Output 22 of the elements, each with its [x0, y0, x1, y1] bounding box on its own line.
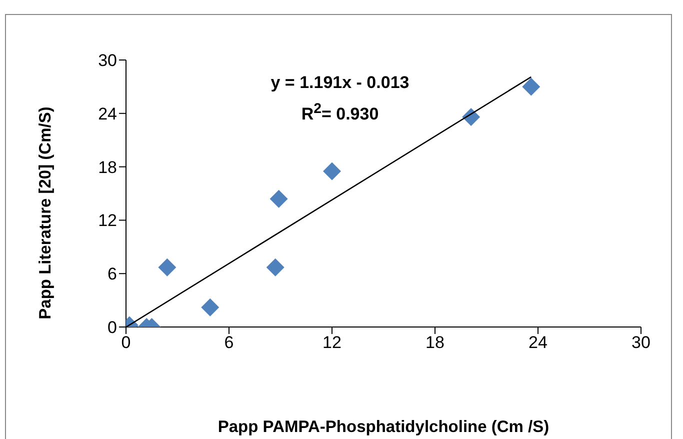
point	[522, 78, 540, 96]
y-tick-label: 30	[98, 51, 117, 70]
annotation: y = 1.191x - 0.013	[270, 73, 410, 93]
annotation: R$^{2}$= 0.930	[300, 101, 380, 125]
point	[201, 298, 220, 316]
y-tick-label: 24	[98, 104, 117, 124]
point	[323, 162, 341, 180]
y-tick-label: 6	[108, 264, 117, 284]
y-tick-label: 18	[98, 158, 117, 177]
point	[266, 258, 284, 276]
y-tick-label: 12	[98, 211, 117, 230]
point	[270, 190, 288, 208]
x-tick-label: 30	[632, 333, 650, 352]
point	[158, 258, 176, 276]
x-tick-label: 18	[426, 333, 444, 352]
y-axis-title: Papp Literature [20] (Cm/S)	[36, 106, 56, 320]
x-tick-label: 0	[121, 333, 131, 352]
x-tick-label: 6	[224, 333, 234, 352]
x-axis-title: Papp PAMPA-Phosphatidylcholine (Cm /S)	[216, 418, 550, 437]
y-tick-label: 0	[108, 318, 117, 338]
x-tick-label: 24	[528, 333, 548, 352]
x-tick-label: 12	[322, 333, 342, 352]
